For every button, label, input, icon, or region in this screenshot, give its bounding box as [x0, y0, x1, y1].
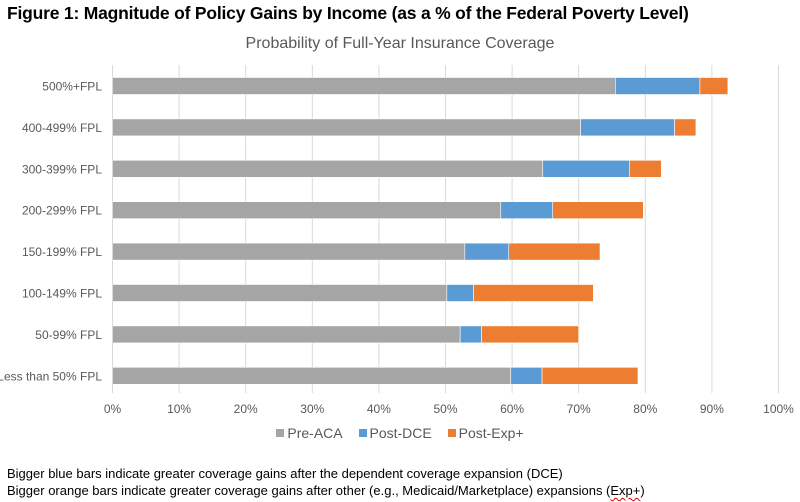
x-tick-label: 0% [104, 402, 122, 416]
bar-post-dce-300-399-fpl [542, 160, 630, 178]
bar-post-exp-50-99-fpl [481, 325, 579, 344]
note-orange-prefix: Bigger orange bars indicate greater cove… [7, 483, 611, 498]
bar-pre-aca-50-99-fpl [112, 325, 461, 344]
legend-item-post-exp: Post-Exp+ [447, 425, 524, 441]
category-label: 300-399% FPL [22, 162, 102, 176]
bars [112, 77, 729, 385]
category-labels: 500%+FPL 400-499% FPL 300-399% FPL 200-299%… [0, 80, 102, 384]
bar-pre-aca-150-199-fpl [112, 242, 466, 261]
bar-post-exp-200-299-fpl [552, 201, 644, 219]
note-blue-bars: Bigger blue bars indicate greater covera… [7, 466, 563, 481]
category-label: 200-299% FPL [22, 204, 102, 218]
bar-post-dce-500-fpl [615, 77, 701, 95]
x-tick-label: 100% [763, 402, 794, 416]
legend-swatch-post-dce [358, 429, 367, 437]
bar-pre-aca-200-299-fpl [112, 201, 502, 219]
bar-post-exp-300-399-fpl [629, 160, 662, 178]
bar-pre-aca-300-399-fpl [112, 160, 544, 178]
bar-pre-aca-less-than-50-fpl [112, 366, 512, 385]
x-tick-label: 90% [700, 402, 724, 416]
legend-label-post-exp: Post-Exp+ [458, 425, 524, 441]
x-tick-label: 70% [567, 402, 591, 416]
legend-item-pre-aca: Pre-ACA [276, 425, 343, 441]
category-label: 500%+FPL [42, 80, 102, 94]
category-label: 150-199% FPL [22, 245, 102, 259]
bar-post-dce-400-499-fpl [580, 118, 675, 137]
bar-pre-aca-500-fpl [112, 77, 616, 95]
legend-swatch-post-exp [447, 429, 456, 437]
legend-item-post-dce: Post-DCE [358, 425, 432, 441]
chart-title: Probability of Full-Year Insurance Cover… [245, 35, 555, 52]
bar-post-exp-500-fpl [699, 77, 729, 95]
x-tick-label: 10% [167, 402, 191, 416]
figure-title: Figure 1: Magnitude of Policy Gains by I… [7, 3, 689, 23]
x-tick-label: 60% [500, 402, 524, 416]
bar-post-dce-150-199-fpl [464, 242, 510, 261]
x-tick-label: 50% [433, 402, 457, 416]
x-tick-label: 80% [633, 402, 657, 416]
gridlines [178, 65, 779, 393]
x-tick-label: 30% [300, 402, 324, 416]
bar-post-dce-50-99-fpl [459, 325, 482, 344]
category-label: 400-499% FPL [22, 121, 102, 135]
x-tick-label: 40% [367, 402, 391, 416]
legend: Pre-ACA Post-DCE Post-Exp+ [0, 424, 800, 441]
bar-post-dce-200-299-fpl [500, 201, 554, 219]
bar-post-dce-100-149-fpl [446, 284, 474, 302]
bar-post-exp-400-499-fpl [674, 118, 697, 137]
bar-post-exp-150-199-fpl [508, 242, 601, 261]
x-tick-label: 20% [234, 402, 258, 416]
note-orange-bars: Bigger orange bars indicate greater cove… [7, 483, 645, 498]
category-label: 50-99% FPL [35, 328, 102, 342]
category-label: 100-149% FPL [22, 287, 102, 301]
note-orange-suffix: ) [640, 483, 645, 498]
bar-post-exp-100-149-fpl [473, 284, 594, 302]
spellcheck-flagged-word: Exp+ [610, 483, 641, 498]
legend-label-post-dce: Post-DCE [369, 425, 432, 441]
x-tick-labels: 0% 10% 20% 30% 40% 50% 60% 70% 80% 90% 100% [104, 402, 794, 416]
bar-pre-aca-400-499-fpl [112, 118, 581, 137]
bar-pre-aca-100-149-fpl [112, 284, 448, 302]
bar-post-exp-less-than-50-fpl [541, 366, 639, 385]
bar-post-dce-less-than-50-fpl [510, 366, 543, 385]
legend-label-pre-aca: Pre-ACA [287, 425, 343, 441]
category-label: Less than 50% FPL [0, 369, 102, 383]
legend-swatch-pre-aca [276, 429, 285, 437]
